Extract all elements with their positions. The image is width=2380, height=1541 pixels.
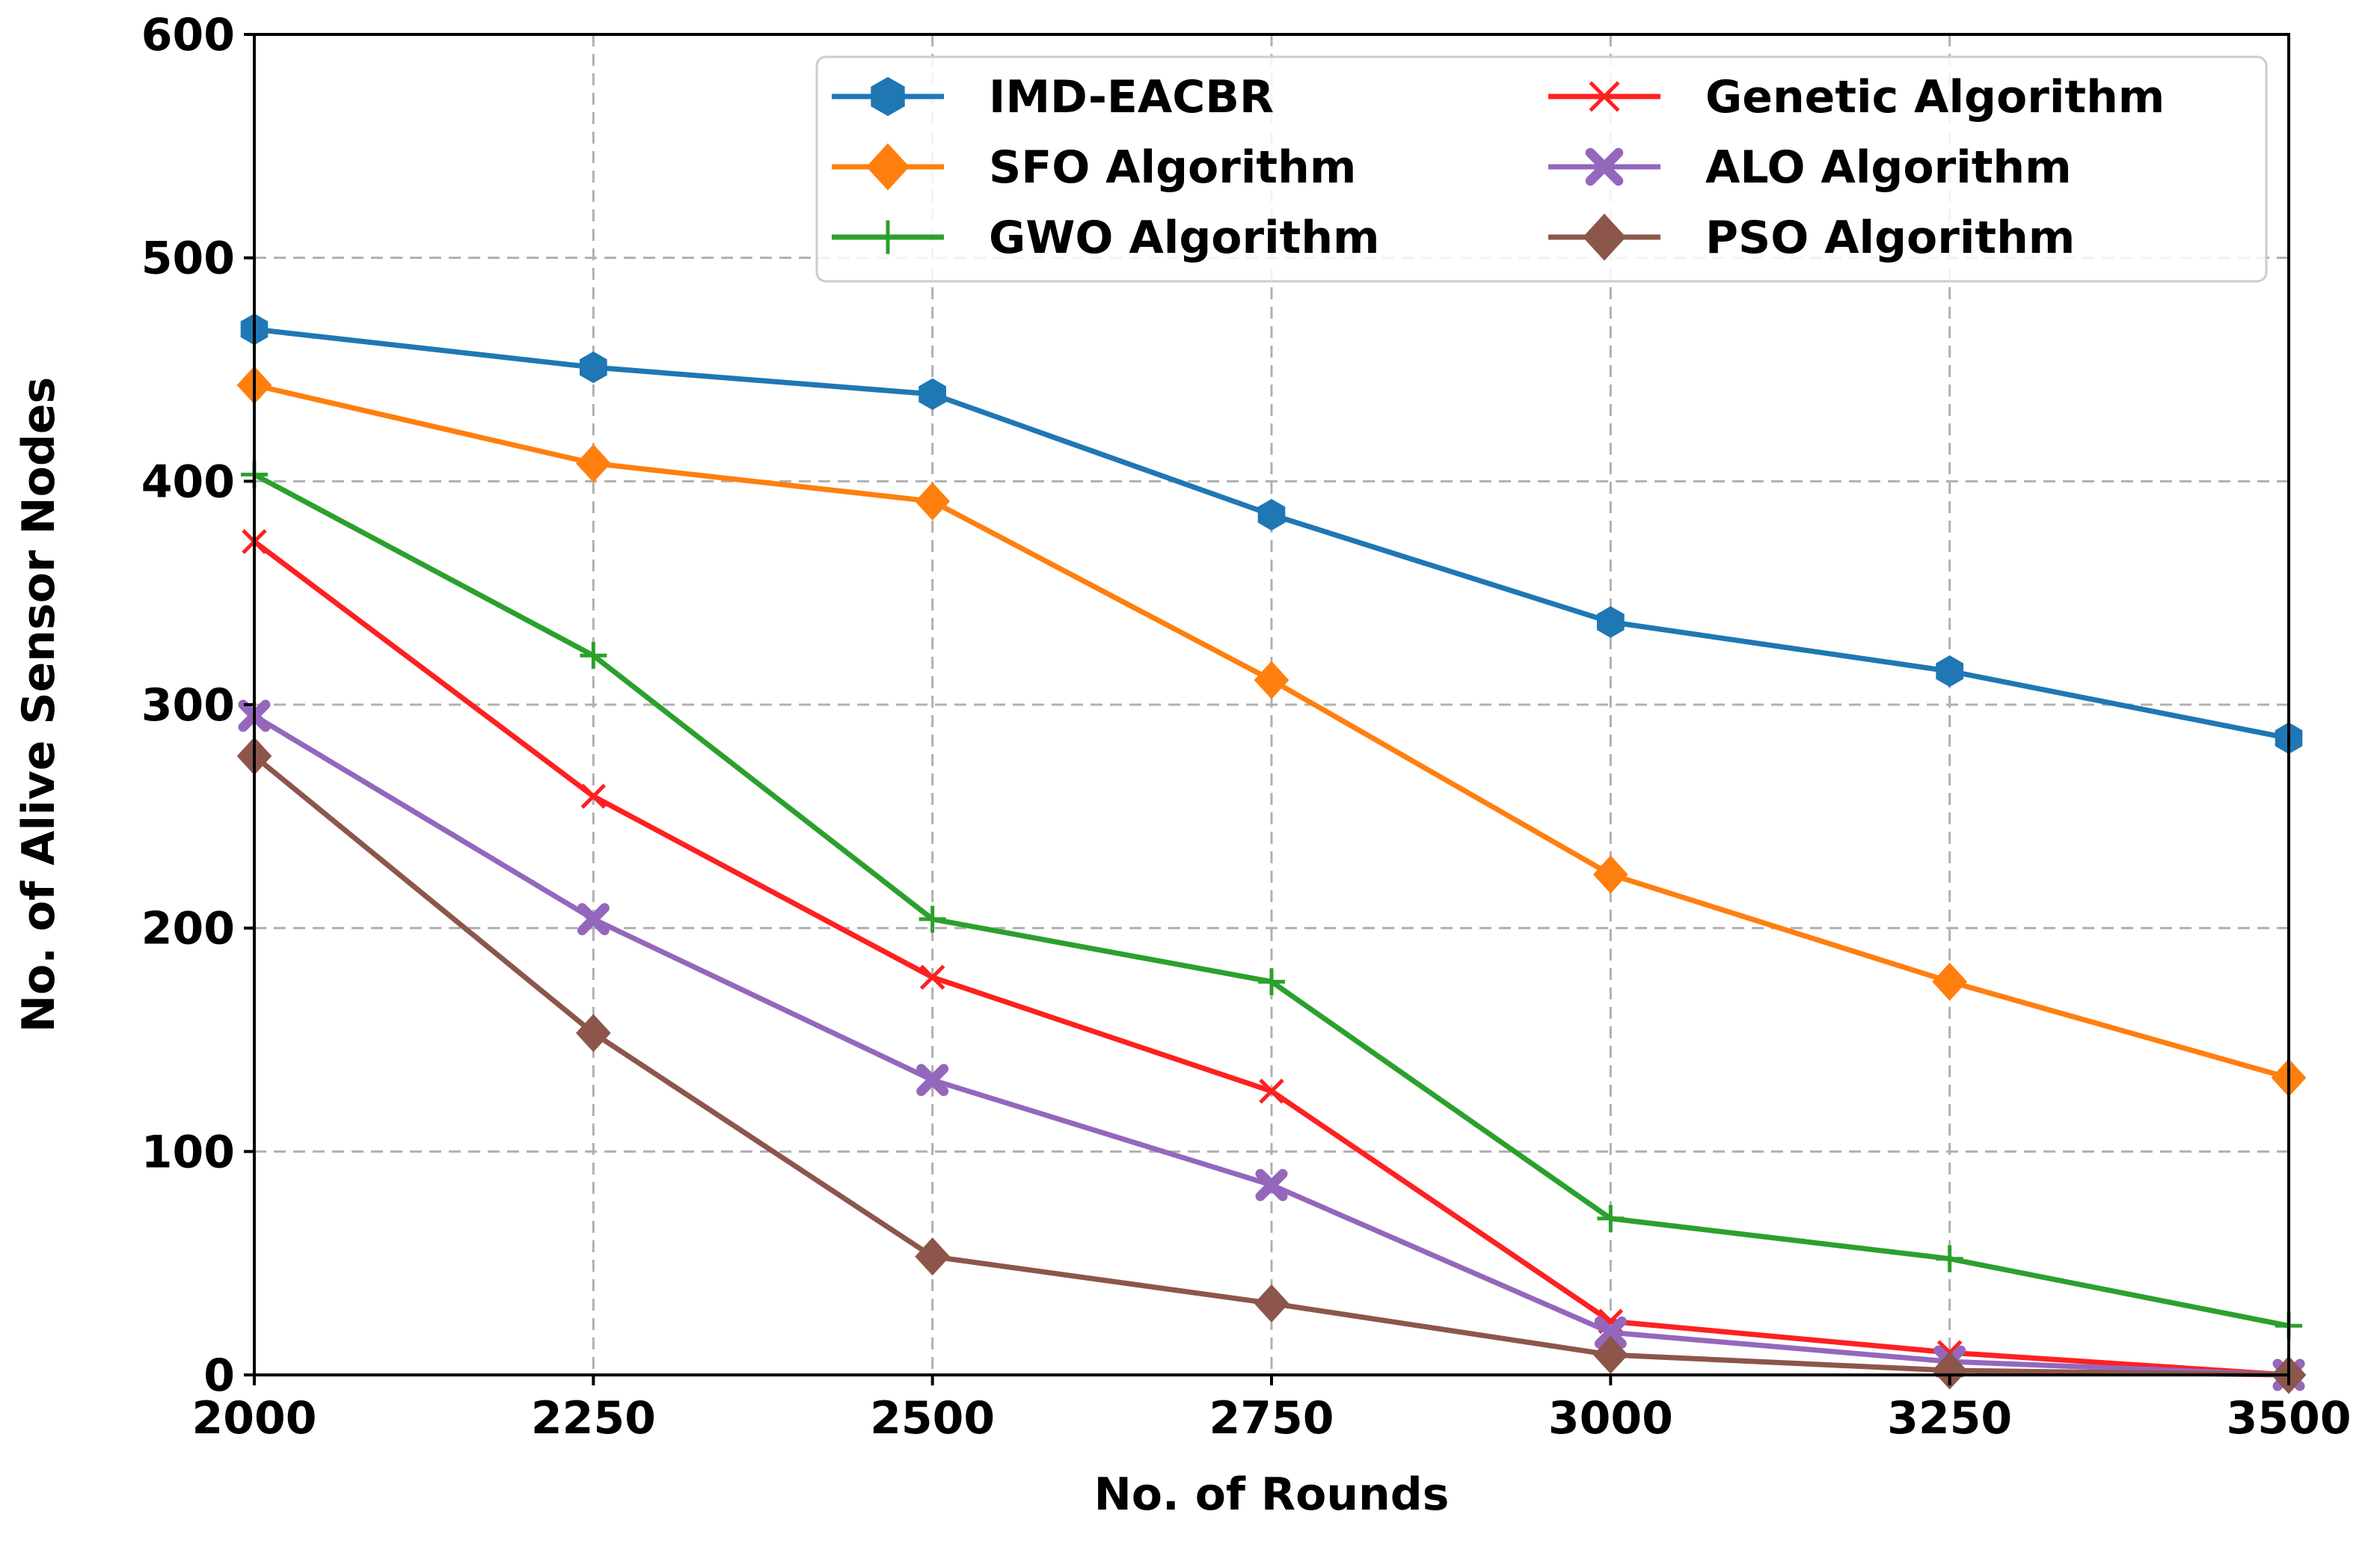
data-point-imd-eacbr-2500	[918, 378, 946, 411]
data-point-alo-algorithm-3000	[1594, 1316, 1627, 1349]
legend-item-pso-algorithm: PSO Algorithm	[1548, 212, 2075, 264]
x-tick-label: 3500	[2227, 1392, 2352, 1445]
data-point-imd-eacbr-2250	[580, 351, 607, 384]
legend-label: SFO Algorithm	[989, 141, 1356, 194]
data-point-gwo-algorithm-3250	[1936, 1245, 1963, 1272]
y-axis-title: No. of Alive Sensor Nodes	[13, 377, 65, 1032]
legend-item-genetic-algorithm: Genetic Algorithm	[1548, 71, 2165, 123]
y-tick-label: 400	[141, 456, 235, 508]
legend-label: GWO Algorithm	[989, 212, 1380, 264]
data-point-sfo-algorithm-2500	[915, 482, 951, 521]
data-point-sfo-algorithm-2750	[1254, 661, 1289, 699]
y-tick-label: 100	[141, 1126, 235, 1178]
data-point-alo-algorithm-2500	[916, 1064, 949, 1097]
x-tick-label: 2250	[531, 1392, 656, 1445]
data-point-pso-algorithm-3250	[1932, 1351, 1968, 1390]
data-point-alo-algorithm-2250	[577, 903, 610, 936]
data-point-imd-eacbr-2750	[1257, 498, 1286, 531]
data-point-alo-algorithm-2750	[1255, 1168, 1288, 1201]
legend: IMD-EACBR SFO Algorithm GWO Algorithm Genet…	[815, 55, 2268, 283]
data-point-gwo-algorithm-2500	[918, 905, 946, 933]
series-pso-algorithm	[236, 737, 2307, 1394]
legend-marker-alo-algorithm	[1585, 147, 1624, 186]
data-point-pso-algorithm-2750	[1254, 1284, 1289, 1323]
data-point-sfo-algorithm-3250	[1932, 962, 1968, 1001]
x-tick-label: 2000	[192, 1392, 317, 1445]
legend-item-imd-eacbr: IMD-EACBR	[832, 71, 1274, 123]
data-point-sfo-algorithm-3000	[1592, 855, 1628, 894]
legend-marker-genetic-algorithm	[1589, 81, 1620, 112]
x-tick-label: 2500	[870, 1392, 995, 1445]
data-point-gwo-algorithm-2250	[580, 642, 607, 670]
y-tick-label: 200	[141, 903, 235, 955]
y-tick-label: 300	[141, 679, 235, 732]
series-layer	[236, 313, 2307, 1394]
data-point-genetic-algorithm-2500	[919, 964, 945, 990]
data-point-pso-algorithm-3000	[1592, 1335, 1628, 1374]
legend-label: Genetic Algorithm	[1705, 71, 2165, 123]
legend-marker-gwo-algorithm	[871, 220, 905, 254]
x-tick-label: 3000	[1548, 1392, 1673, 1445]
x-tick-label: 3250	[1887, 1392, 2012, 1445]
y-tick-label: 500	[141, 233, 235, 285]
legend-item-sfo-algorithm: SFO Algorithm	[832, 141, 1356, 194]
x-tick-label: 2750	[1209, 1392, 1334, 1445]
legend-marker-sfo-algorithm	[866, 143, 910, 191]
legend-marker-imd-eacbr	[871, 76, 905, 117]
legend-label: PSO Algorithm	[1705, 212, 2075, 264]
legend-marker-pso-algorithm	[1583, 213, 1626, 261]
data-point-imd-eacbr-3000	[1597, 606, 1625, 638]
legend-label: ALO Algorithm	[1705, 141, 2072, 194]
data-point-sfo-algorithm-2250	[575, 444, 611, 482]
legend-label: IMD-EACBR	[989, 71, 1274, 123]
data-point-gwo-algorithm-2750	[1258, 968, 1285, 996]
x-axis-title: No. of Rounds	[1094, 1468, 1450, 1521]
legend-item-alo-algorithm: ALO Algorithm	[1548, 141, 2072, 194]
data-point-gwo-algorithm-3000	[1597, 1204, 1625, 1232]
data-point-genetic-algorithm-2250	[580, 783, 607, 809]
data-point-pso-algorithm-2500	[915, 1237, 951, 1276]
data-point-imd-eacbr-3250	[1936, 655, 1963, 687]
legend-item-gwo-algorithm: GWO Algorithm	[832, 212, 1380, 264]
y-tick-label: 600	[141, 9, 235, 61]
data-point-genetic-algorithm-2750	[1259, 1078, 1284, 1104]
legend-box	[815, 55, 2268, 283]
axis-ticks: 2000 2250 2500 2750 3000 3250 3500 0 100 200 300 40…	[141, 9, 2352, 1445]
y-tick-label: 0	[203, 1349, 235, 1402]
data-point-pso-algorithm-2250	[575, 1014, 611, 1053]
